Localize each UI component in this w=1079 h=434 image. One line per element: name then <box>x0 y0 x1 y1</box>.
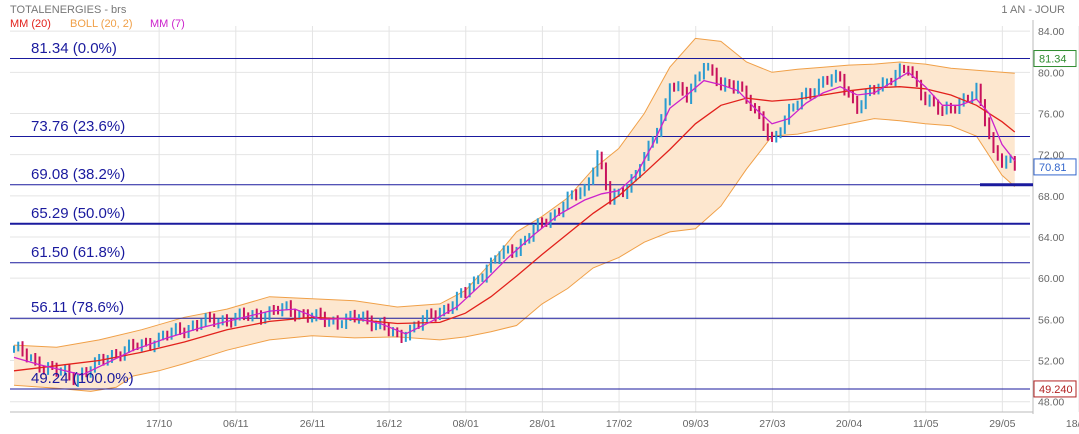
x-tick-label: 17/02 <box>606 418 632 430</box>
chart-title: TOTALENERGIES - brs <box>10 4 127 16</box>
x-tick-label: 18/06 <box>1066 418 1079 430</box>
price-tag-box <box>1033 158 1077 176</box>
y-tick-label: 52.00 <box>1038 356 1064 368</box>
price-tag-label: 70.81 <box>1039 162 1067 174</box>
x-tick-label: 29/05 <box>989 418 1015 430</box>
x-tick-label: 16/12 <box>376 418 402 430</box>
price-tag-box <box>1033 50 1077 68</box>
bollinger-band-fill <box>14 38 1015 392</box>
x-tick-label: 06/11 <box>223 418 249 430</box>
y-tick-label: 64.00 <box>1038 232 1064 244</box>
y-tick-label: 84.00 <box>1038 26 1064 38</box>
y-tick-label: 80.00 <box>1038 67 1064 79</box>
x-tick-label: 11/05 <box>913 418 939 430</box>
fibonacci-label: 65.29 (50.0%) <box>31 204 126 222</box>
y-tick-label: 76.00 <box>1038 108 1064 120</box>
legend-item: BOLL (20, 2) <box>70 18 133 30</box>
price-tag-label: 81.34 <box>1039 54 1067 66</box>
x-tick-label: 17/10 <box>146 418 172 430</box>
x-tick-label: 20/04 <box>836 418 862 430</box>
x-tick-label: 08/01 <box>453 418 479 430</box>
ma7-line <box>13 71 1016 376</box>
fibonacci-label: 56.11 (78.6%) <box>31 299 125 317</box>
ma20-line <box>13 86 1016 372</box>
y-tick-label: 60.00 <box>1038 273 1064 285</box>
price-tag-label: 49.240 <box>1039 384 1073 396</box>
price-tag-box <box>1033 380 1077 398</box>
period-label: 1 AN - JOUR <box>1001 4 1065 16</box>
y-tick-label: 68.00 <box>1038 191 1064 203</box>
fibonacci-label: 73.76 (23.6%) <box>31 117 126 135</box>
x-tick-label: 26/11 <box>300 418 326 430</box>
bollinger-upper-line <box>13 37 1015 348</box>
x-tick-label: 28/01 <box>529 418 555 430</box>
x-tick-label: 27/03 <box>759 418 785 430</box>
fibonacci-label: 69.08 (38.2%) <box>31 165 126 183</box>
y-tick-label: 48.00 <box>1038 397 1064 409</box>
fibonacci-label: 81.34 (0.0%) <box>31 39 117 57</box>
legend-item: MM (20) <box>10 18 51 30</box>
y-tick-label: 56.00 <box>1038 314 1064 326</box>
bollinger-lower-line <box>13 118 1016 392</box>
fibonacci-label: 49.24 (100.0%) <box>31 369 134 387</box>
x-tick-label: 09/03 <box>683 418 709 430</box>
fibonacci-label: 61.50 (61.8%) <box>31 243 126 261</box>
